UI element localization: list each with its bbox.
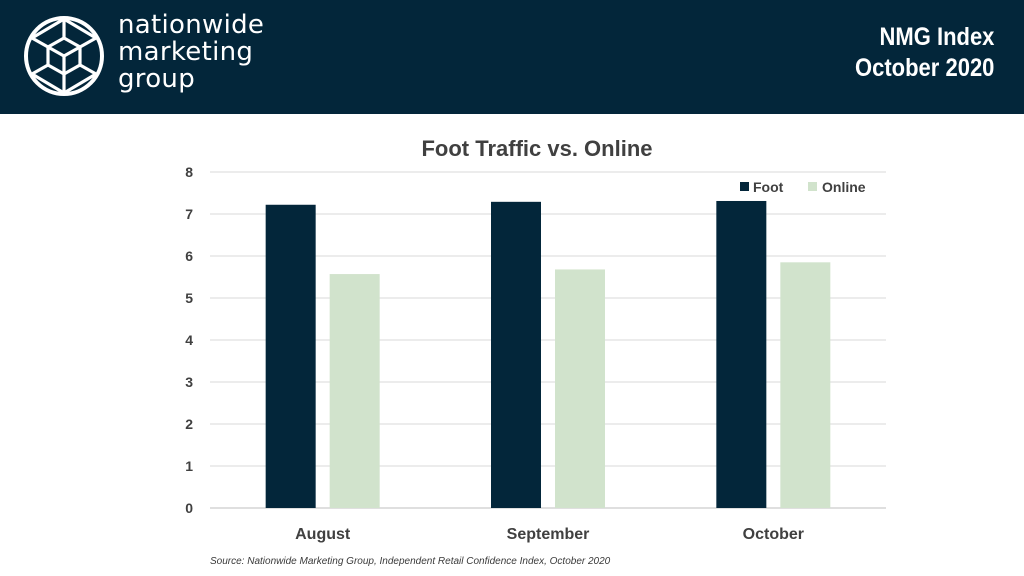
bar-foot-october [716,200,767,509]
bar-foot-august [265,204,316,508]
chart-title: Foot Traffic vs. Online [421,136,653,161]
bar-online-august [329,274,380,508]
index-title: NMG Index [879,23,994,51]
legend-swatch-online [808,182,817,191]
legend-label-foot: Foot [753,179,784,195]
y-tick-label: 2 [185,416,193,432]
brand-line-2: marketing [118,37,254,67]
header-banner: nationwide marketing group NMG Index Oct… [0,0,1024,114]
y-tick-label: 6 [185,248,193,264]
brand-name: nationwide marketing group [118,12,264,93]
y-tick-label: 0 [185,500,193,516]
brand-line-1: nationwide [118,10,265,40]
x-tick-label: August [295,526,351,543]
logo-icon [24,16,104,96]
brand-line-3: group [118,64,196,94]
index-heading: NMG Index October 2020 [855,22,994,84]
source-note: Source: Nationwide Marketing Group, Inde… [210,556,611,567]
bar-online-september [555,269,605,508]
x-tick-label: September [507,526,590,543]
y-tick-label: 4 [185,332,193,348]
y-tick-label: 8 [185,164,193,180]
legend-label-online: Online [822,179,866,195]
y-tick-label: 3 [185,374,193,390]
bar-foot-september [491,201,541,508]
y-tick-label: 5 [185,290,193,306]
legend-swatch-foot [740,182,749,191]
y-tick-label: 7 [185,206,193,222]
index-period: October 2020 [854,54,994,82]
bar-online-october [780,262,831,508]
x-tick-label: October [743,526,804,543]
y-tick-label: 1 [185,458,193,474]
